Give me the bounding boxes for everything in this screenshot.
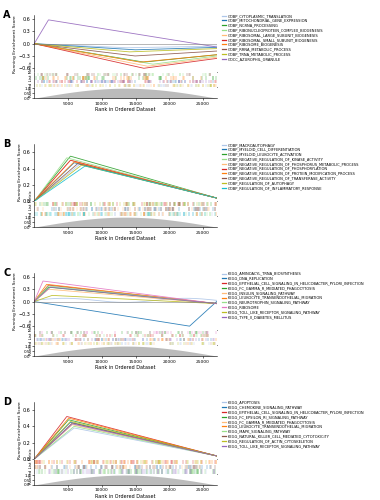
X-axis label: Rank in Ordered Dataset: Rank in Ordered Dataset (95, 107, 156, 112)
Legend: GOBP_CYTOPLASMIC_TRANSLATION, GOBP_MITOCHONDRIAL_GENE_EXPRESSION, GOBP_NCRNA_PRO: GOBP_CYTOPLASMIC_TRANSLATION, GOBP_MITOC… (222, 14, 323, 61)
Y-axis label: Ranked List Metric: Ranked List Metric (29, 320, 33, 356)
Text: C: C (3, 268, 10, 278)
Y-axis label: Ranked List Metric: Ranked List Metric (29, 62, 33, 98)
Legend: GOBP_MACROAUTOPHAGY, GOBP_MYELOID_CELL_DIFFERENTIATION, GOBP_MYELOID_LEUKOCYTE_A: GOBP_MACROAUTOPHAGY, GOBP_MYELOID_CELL_D… (222, 143, 359, 190)
X-axis label: Rank in Ordered Dataset: Rank in Ordered Dataset (95, 365, 156, 370)
Legend: KEGG_AMINOACYL_TRNA_BIOSYNTHESIS, KEGG_DNA_REPLICATION, KEGG_EPITHELIAL_CELL_SIG: KEGG_AMINOACYL_TRNA_BIOSYNTHESIS, KEGG_D… (222, 272, 364, 319)
X-axis label: Rank in Ordered Dataset: Rank in Ordered Dataset (95, 494, 156, 499)
Legend: KEGG_APOPTOSIS, KEGG_CHEMOKINE_SIGNALING_PATHWAY, KEGG_EPITHELIAL_CELL_SIGNALING: KEGG_APOPTOSIS, KEGG_CHEMOKINE_SIGNALING… (222, 401, 364, 448)
Text: B: B (3, 140, 11, 149)
Y-axis label: Running Enrichment Score: Running Enrichment Score (13, 15, 17, 72)
Y-axis label: Ranked List Metric: Ranked List Metric (29, 448, 33, 484)
Y-axis label: Ranked List Metric: Ranked List Metric (29, 190, 33, 226)
Y-axis label: Running Enrichment Score: Running Enrichment Score (17, 402, 22, 460)
X-axis label: Rank in Ordered Dataset: Rank in Ordered Dataset (95, 236, 156, 241)
Text: A: A (3, 10, 11, 20)
Y-axis label: Running Enrichment Score: Running Enrichment Score (13, 272, 17, 330)
Text: D: D (3, 397, 11, 407)
Y-axis label: Running Enrichment Score: Running Enrichment Score (17, 144, 22, 202)
